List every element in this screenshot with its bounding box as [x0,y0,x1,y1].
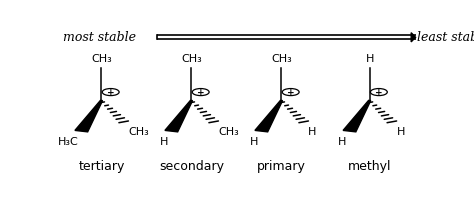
Polygon shape [165,100,192,132]
Polygon shape [411,33,416,42]
Text: +: + [287,88,294,97]
Text: CH₃: CH₃ [271,55,292,64]
Text: H: H [396,127,405,137]
Text: +: + [107,88,115,97]
Text: CH₃: CH₃ [181,55,202,64]
Text: H: H [338,137,346,146]
Text: H: H [250,137,258,146]
Text: +: + [375,88,383,97]
Text: +: + [197,88,204,97]
Text: methyl: methyl [348,160,392,173]
Text: CH₃: CH₃ [219,127,239,137]
Text: secondary: secondary [159,160,224,173]
Polygon shape [75,100,102,132]
Text: H: H [160,137,168,146]
Polygon shape [255,100,283,132]
Text: least stable: least stable [418,31,474,44]
Text: primary: primary [257,160,306,173]
Text: CH₃: CH₃ [91,55,112,64]
Text: H₃C: H₃C [58,137,78,146]
Text: tertiary: tertiary [78,160,125,173]
Polygon shape [343,100,371,132]
Text: H: H [365,55,374,64]
Text: most stable: most stable [63,31,136,44]
Text: H: H [308,127,317,137]
Text: CH₃: CH₃ [128,127,149,137]
